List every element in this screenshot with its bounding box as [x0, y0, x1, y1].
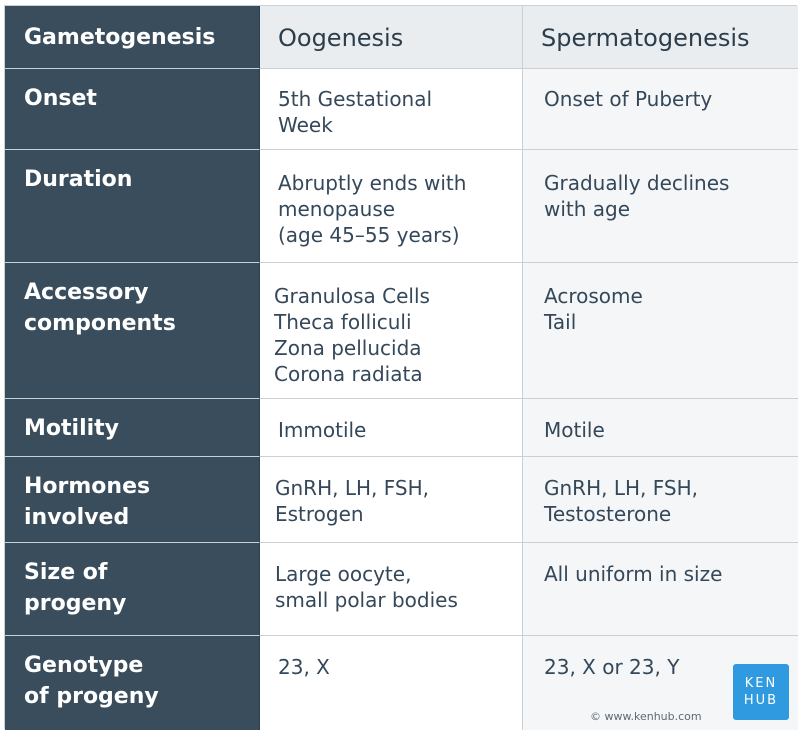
header-spermatogenesis: Spermatogenesis [523, 6, 798, 69]
header-oogenesis: Oogenesis [260, 6, 523, 69]
row-label-onset: Onset [5, 69, 260, 150]
row-label-duration: Duration [5, 150, 260, 263]
cell-spermatogenesis-accessory: Acrosome Tail [523, 263, 798, 399]
cell-oogenesis-onset: 5th Gestational Week [260, 69, 523, 150]
cell-spermatogenesis-hormones: GnRH, LH, FSH, Testosterone [523, 457, 798, 543]
row-label-motility: Motility [5, 399, 260, 457]
row-label-hormones: Hormones involved [5, 457, 260, 543]
cell-spermatogenesis-size: All uniform in size [523, 543, 798, 636]
row-label-accessory: Accessory components [5, 263, 260, 399]
header-gametogenesis: Gametogenesis [5, 6, 260, 69]
copyright-text: © www.kenhub.com [590, 710, 702, 723]
cell-spermatogenesis-duration: Gradually declines with age [523, 150, 798, 263]
cell-oogenesis-duration: Abruptly ends with menopause (age 45–55 … [260, 150, 523, 263]
cell-oogenesis-accessory: Granulosa Cells Theca folliculi Zona pel… [260, 263, 523, 399]
logo-text-top: KEN [744, 676, 778, 691]
cell-oogenesis-hormones: GnRH, LH, FSH, Estrogen [260, 457, 523, 543]
kenhub-logo: KEN HUB [733, 664, 789, 720]
cell-spermatogenesis-onset: Onset of Puberty [523, 69, 798, 150]
row-label-size: Size of progeny [5, 543, 260, 636]
comparison-table: Gametogenesis Oogenesis Spermatogenesis … [4, 5, 798, 730]
cell-oogenesis-motility: Immotile [260, 399, 523, 457]
row-label-genotype: Genotype of progeny [5, 636, 260, 730]
cell-oogenesis-genotype: 23, X [260, 636, 523, 730]
logo-text-bottom: HUB [743, 693, 779, 708]
cell-oogenesis-size: Large oocyte, small polar bodies [260, 543, 523, 636]
cell-spermatogenesis-motility: Motile [523, 399, 798, 457]
